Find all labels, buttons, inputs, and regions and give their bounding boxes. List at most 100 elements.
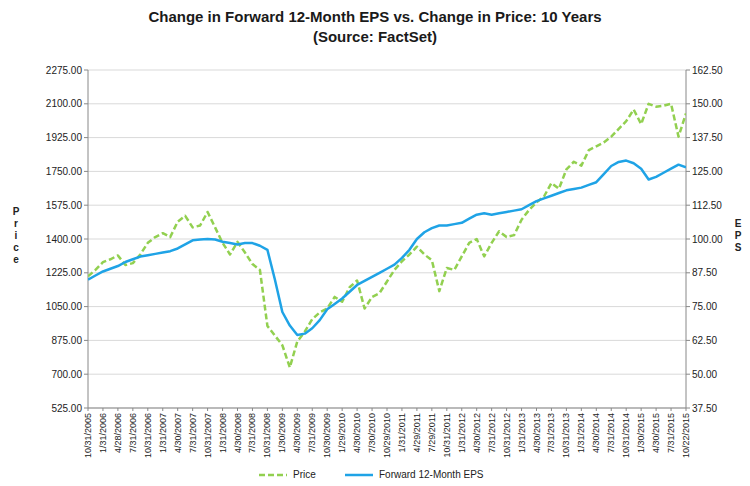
- x-tick: [596, 408, 597, 411]
- y-tick-label: 1925.00: [46, 132, 83, 143]
- y-tick-label: 700.00: [51, 369, 82, 380]
- x-tick: [252, 408, 253, 411]
- y-tick-label: 525.00: [51, 403, 82, 414]
- y2-tick-label: 50.00: [692, 369, 717, 380]
- x-tick: [491, 408, 492, 411]
- y-tick: [84, 374, 88, 375]
- y2-tick: [686, 171, 690, 172]
- grid-line: [88, 374, 686, 375]
- x-tick: [342, 408, 343, 411]
- x-tick-label: 7/31/2015: [666, 413, 676, 453]
- x-tick-label: 10/30/2009: [322, 413, 332, 458]
- y2-axis: [686, 70, 687, 408]
- y2-tick: [686, 239, 690, 240]
- grid-line: [88, 340, 686, 341]
- x-tick: [117, 408, 118, 411]
- y-tick: [84, 272, 88, 273]
- x-tick: [446, 408, 447, 411]
- x-tick-label: 7/29/2011: [427, 413, 437, 452]
- x-tick-label: 4/28/2006: [113, 413, 123, 453]
- y2-axis-label: EPS: [735, 218, 742, 253]
- y-tick-label: 1750.00: [46, 166, 83, 177]
- y2-tick-label: 125.00: [692, 166, 723, 177]
- subtitle: (Source: FactSet): [313, 28, 437, 45]
- x-tick-label: 10/29/2010: [382, 413, 392, 458]
- y2-tick: [686, 272, 690, 273]
- grid-line: [88, 137, 686, 138]
- grid-line: [88, 239, 686, 240]
- x-tick: [506, 408, 507, 411]
- y-tick-label: 1050.00: [46, 301, 83, 312]
- x-tick: [88, 408, 89, 411]
- y2-tick-label: 137.50: [692, 132, 723, 143]
- x-tick-label: 1/29/2010: [337, 413, 347, 453]
- legend-swatch: [259, 474, 287, 477]
- x-tick: [357, 408, 358, 411]
- x-tick-label: 7/31/2013: [546, 413, 556, 453]
- y-tick-label: 1225.00: [46, 267, 83, 278]
- x-tick: [686, 408, 687, 411]
- y-tick-label: 2275.00: [46, 65, 83, 76]
- y-tick-label: 2100.00: [46, 98, 83, 109]
- grid-line: [88, 272, 686, 273]
- legend-swatch: [345, 474, 373, 477]
- x-tick: [297, 408, 298, 411]
- title: Change in Forward 12-Month EPS vs. Chang…: [148, 8, 601, 25]
- y-tick-label: 875.00: [51, 335, 82, 346]
- x-tick: [327, 408, 328, 411]
- x-tick: [536, 408, 537, 411]
- x-tick: [566, 408, 567, 411]
- y2-tick-label: 75.00: [692, 301, 717, 312]
- grid-line: [88, 205, 686, 206]
- x-tick: [431, 408, 432, 411]
- x-tick: [641, 408, 642, 411]
- y-tick: [84, 306, 88, 307]
- y2-tick-label: 100.00: [692, 234, 723, 245]
- x-tick: [581, 408, 582, 411]
- x-tick-label: 7/31/2008: [247, 413, 257, 453]
- y-tick: [84, 70, 88, 71]
- x-tick: [177, 408, 178, 411]
- y2-tick: [686, 374, 690, 375]
- x-tick: [192, 408, 193, 411]
- x-tick-label: 10/31/2013: [561, 413, 571, 458]
- y-tick: [84, 137, 88, 138]
- background: [0, 0, 750, 486]
- x-tick: [656, 408, 657, 411]
- chart: Change in Forward 12-Month EPS vs. Chang…: [0, 0, 750, 486]
- y2-tick: [686, 408, 690, 409]
- x-tick: [147, 408, 148, 411]
- x-tick-label: 10/31/2007: [203, 413, 213, 458]
- x-tick-label: 4/30/2010: [352, 413, 362, 453]
- x-tick-label: 7/30/2010: [367, 413, 377, 453]
- legend-label: Price: [293, 469, 316, 480]
- x-tick-label: 10/31/2014: [621, 413, 631, 458]
- x-tick: [476, 408, 477, 411]
- y-axis: [88, 70, 89, 408]
- x-tick-label: 7/31/2012: [487, 413, 497, 453]
- x-tick: [551, 408, 552, 411]
- x-tick: [521, 408, 522, 411]
- x-tick-label: 10/31/2011: [442, 413, 452, 457]
- x-tick: [222, 408, 223, 411]
- y-tick: [84, 408, 88, 409]
- x-tick-label: 4/29/2011: [412, 413, 422, 452]
- x-tick-label: 7/31/2009: [307, 413, 317, 453]
- x-tick: [416, 408, 417, 411]
- x-tick: [387, 408, 388, 411]
- grid-line: [88, 306, 686, 307]
- x-tick-label: 7/31/2007: [188, 413, 198, 453]
- x-tick-label: 4/30/2015: [651, 413, 661, 453]
- x-tick-label: 1/31/2012: [457, 413, 467, 453]
- x-tick: [237, 408, 238, 411]
- x-tick: [461, 408, 462, 411]
- x-tick-label: 10/31/2006: [143, 413, 153, 458]
- y2-tick-label: 87.50: [692, 267, 717, 278]
- x-tick-label: 1/31/2008: [218, 413, 228, 453]
- x-tick-label: 1/30/2009: [277, 413, 287, 453]
- x-tick-label: 1/30/2015: [636, 413, 646, 453]
- y2-tick: [686, 306, 690, 307]
- y-tick: [84, 171, 88, 172]
- x-tick: [102, 408, 103, 411]
- x-tick-label: 1/31/2014: [576, 413, 586, 453]
